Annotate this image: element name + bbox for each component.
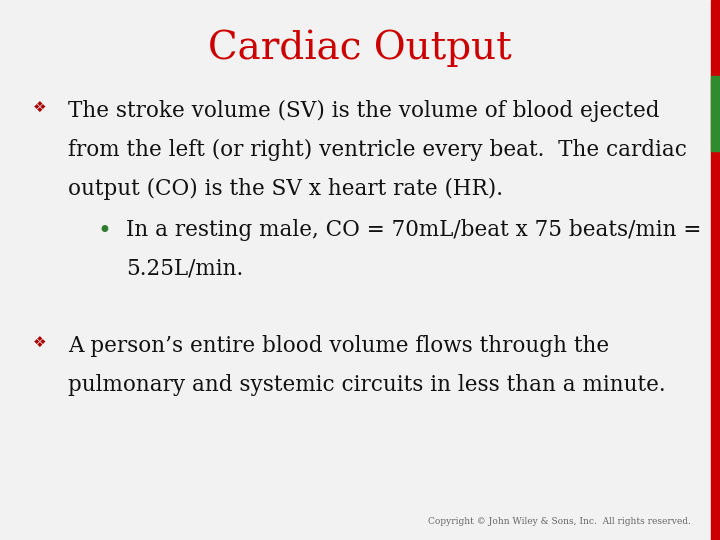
Bar bbox=[711, 0, 720, 540]
Text: pulmonary and systemic circuits in less than a minute.: pulmonary and systemic circuits in less … bbox=[68, 374, 666, 396]
Text: ❖: ❖ bbox=[33, 335, 46, 350]
Text: from the left (or right) ventricle every beat.  The cardiac: from the left (or right) ventricle every… bbox=[68, 139, 688, 161]
Text: In a resting male, CO = 70mL/beat x 75 beats/min =: In a resting male, CO = 70mL/beat x 75 b… bbox=[126, 219, 701, 241]
Text: Copyright © John Wiley & Sons, Inc.  All rights reserved.: Copyright © John Wiley & Sons, Inc. All … bbox=[428, 517, 691, 526]
Text: Cardiac Output: Cardiac Output bbox=[208, 30, 512, 67]
Text: ❖: ❖ bbox=[33, 100, 46, 115]
Bar bbox=[711, 76, 720, 151]
Text: The stroke volume (SV) is the volume of blood ejected: The stroke volume (SV) is the volume of … bbox=[68, 100, 660, 122]
Text: output (CO) is the SV x heart rate (HR).: output (CO) is the SV x heart rate (HR). bbox=[68, 178, 503, 200]
Text: •: • bbox=[97, 219, 112, 242]
Text: 5.25L/min.: 5.25L/min. bbox=[126, 258, 243, 280]
Text: A person’s entire blood volume flows through the: A person’s entire blood volume flows thr… bbox=[68, 335, 610, 357]
